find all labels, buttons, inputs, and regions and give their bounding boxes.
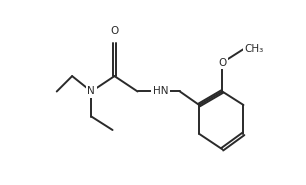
Text: O: O	[218, 58, 226, 68]
Text: N: N	[88, 87, 95, 97]
Text: HN: HN	[153, 87, 168, 97]
Text: O: O	[110, 26, 119, 36]
Text: CH₃: CH₃	[244, 44, 264, 54]
